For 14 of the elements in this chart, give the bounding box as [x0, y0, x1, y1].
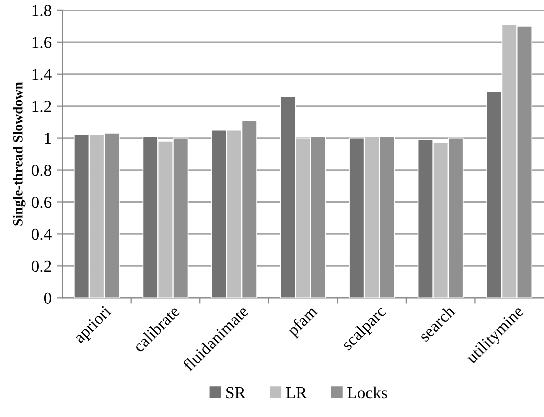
y-tick-label: 0.4 — [32, 228, 52, 240]
legend-label: Locks — [348, 386, 388, 399]
y-tick-label: 1.2 — [32, 101, 52, 112]
y-tick-label: 0.8 — [32, 164, 52, 176]
y-tick-label: 1.8 — [32, 5, 52, 16]
legend-label: LR — [286, 388, 308, 398]
y-tick-label: 0.6 — [32, 196, 52, 208]
y-tick-label: 0 — [44, 292, 52, 304]
y-tick-label: 1 — [45, 133, 52, 144]
y-axis-title: Single-thread Slowdown — [13, 82, 26, 226]
y-tick-label: 0.2 — [32, 260, 52, 272]
legend-label: SR — [226, 387, 246, 399]
y-tick-label: 1.4 — [32, 69, 52, 80]
y-tick-label: 1.6 — [32, 37, 52, 48]
